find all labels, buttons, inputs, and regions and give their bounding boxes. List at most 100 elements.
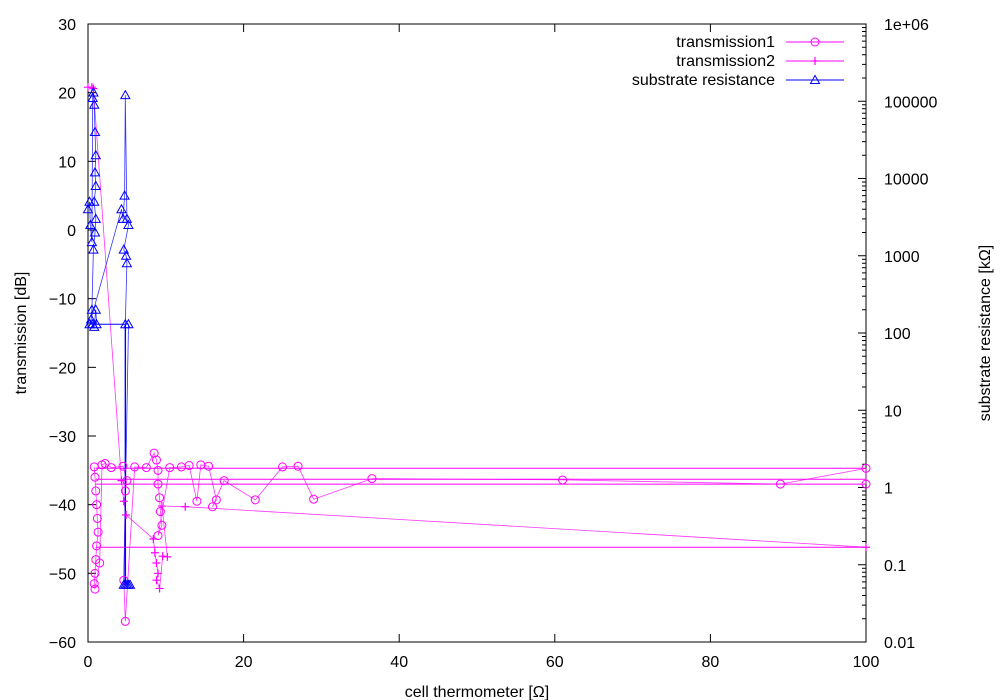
y2-tick-label: 1000 — [884, 249, 920, 266]
y2-tick-label: 100000 — [884, 94, 937, 111]
plus-marker — [119, 497, 128, 506]
plus-marker — [149, 535, 158, 543]
y-tick-label: −10 — [49, 292, 76, 309]
legend: transmission1 transmission2 substrate resi… — [632, 34, 844, 89]
plus-marker — [152, 559, 161, 568]
triangle-marker — [87, 92, 99, 103]
plus-marker — [150, 548, 159, 557]
circle-marker — [151, 455, 161, 465]
triangle-marker — [89, 226, 101, 237]
circle-marker — [309, 494, 319, 504]
triangle-marker — [119, 89, 131, 100]
circle-marker — [250, 495, 260, 505]
series-line — [87, 92, 130, 586]
plus-marker — [154, 569, 163, 578]
circle-marker — [157, 520, 167, 530]
triangle-marker — [88, 244, 99, 254]
plus-marker — [152, 576, 161, 585]
y-tick-label: 30 — [58, 17, 76, 34]
circle-marker — [119, 575, 129, 585]
circle-marker — [93, 527, 103, 537]
x-tick-label: 80 — [702, 654, 720, 671]
circle-marker — [106, 463, 116, 473]
circle-marker — [211, 495, 221, 505]
triangle-marker — [82, 203, 94, 214]
legend-circle-marker — [810, 37, 820, 47]
triangle-marker — [86, 236, 98, 247]
x-tick-label: 40 — [390, 654, 408, 671]
circle-marker — [165, 463, 175, 473]
y-tick-label: −60 — [49, 635, 76, 652]
triangle-marker — [116, 203, 127, 214]
triangle-marker — [124, 579, 136, 589]
circle-marker — [293, 461, 303, 471]
triangle-marker — [84, 219, 96, 230]
legend-triangle-marker — [809, 74, 821, 84]
y-tick-label: 0 — [67, 223, 76, 240]
circle-marker — [775, 479, 785, 489]
circle-marker — [155, 493, 165, 503]
y-tick-label: −20 — [49, 360, 76, 377]
circle-marker — [95, 558, 105, 568]
circle-marker — [90, 584, 100, 594]
axis-ticks: 0 20 40 60 80 100 −60 −50 −40 −30 −20 −10 0 10 20 30 0.0… — [49, 17, 938, 671]
circle-marker — [204, 461, 214, 471]
x-tick-label: 20 — [235, 654, 253, 671]
legend-label: substrate resistance — [632, 72, 775, 89]
triangle-marker — [118, 244, 130, 254]
y2-tick-label: 10000 — [884, 172, 929, 189]
x-axis-title: cell thermometer [Ω] — [405, 684, 549, 700]
circle-marker — [91, 486, 101, 496]
triangle-marker — [84, 318, 95, 329]
x-tick-label: 100 — [853, 654, 880, 671]
plus-marker — [122, 510, 131, 519]
legend-label: transmission2 — [676, 53, 775, 70]
y-tick-label: −30 — [49, 429, 76, 446]
circle-marker — [153, 479, 163, 489]
triangle-marker — [90, 149, 102, 160]
circle-marker — [130, 462, 140, 472]
series-line — [93, 452, 867, 622]
plus-marker — [862, 543, 870, 552]
circle-marker — [153, 465, 163, 475]
plot-frame — [87, 23, 867, 643]
y2-tick-label: 100 — [884, 326, 911, 343]
circle-marker — [207, 502, 217, 512]
series-connector-lines — [87, 86, 867, 622]
circle-marker — [184, 461, 194, 471]
y-tick-label: 20 — [58, 86, 76, 103]
circle-marker — [90, 568, 100, 578]
circle-marker — [90, 472, 100, 482]
circle-marker — [92, 500, 102, 510]
y-tick-label: −40 — [49, 498, 76, 515]
triangle-marker — [88, 86, 99, 97]
y2-axis-title: substrate resistance [kΩ] — [977, 245, 994, 421]
plus-marker — [181, 502, 190, 511]
triangle-marker — [89, 126, 101, 136]
y-tick-label: 10 — [58, 154, 76, 171]
y2-tick-label: 0.01 — [884, 635, 915, 652]
x-tick-label: 0 — [84, 654, 93, 671]
circle-marker — [100, 458, 110, 468]
series-line — [88, 86, 867, 589]
plus-marker — [157, 502, 166, 511]
triangle-marker — [89, 166, 101, 177]
triangle-marker — [88, 196, 100, 206]
circle-marker — [118, 461, 128, 471]
circle-marker — [278, 462, 287, 472]
triangle-marker — [90, 213, 102, 223]
plus-marker — [163, 552, 172, 561]
x-tick-label: 60 — [546, 654, 564, 671]
circle-marker — [861, 479, 871, 489]
legend-label: transmission1 — [676, 34, 775, 51]
circle-marker — [367, 474, 377, 484]
circle-marker — [120, 486, 130, 496]
y2-tick-label: 10 — [884, 403, 902, 420]
plus-marker — [117, 476, 126, 485]
circle-marker — [219, 476, 229, 486]
triangle-marker — [121, 257, 133, 268]
y-axis-title: transmission [dB] — [13, 272, 30, 395]
circle-marker — [153, 531, 163, 541]
triangle-marker — [123, 318, 134, 329]
